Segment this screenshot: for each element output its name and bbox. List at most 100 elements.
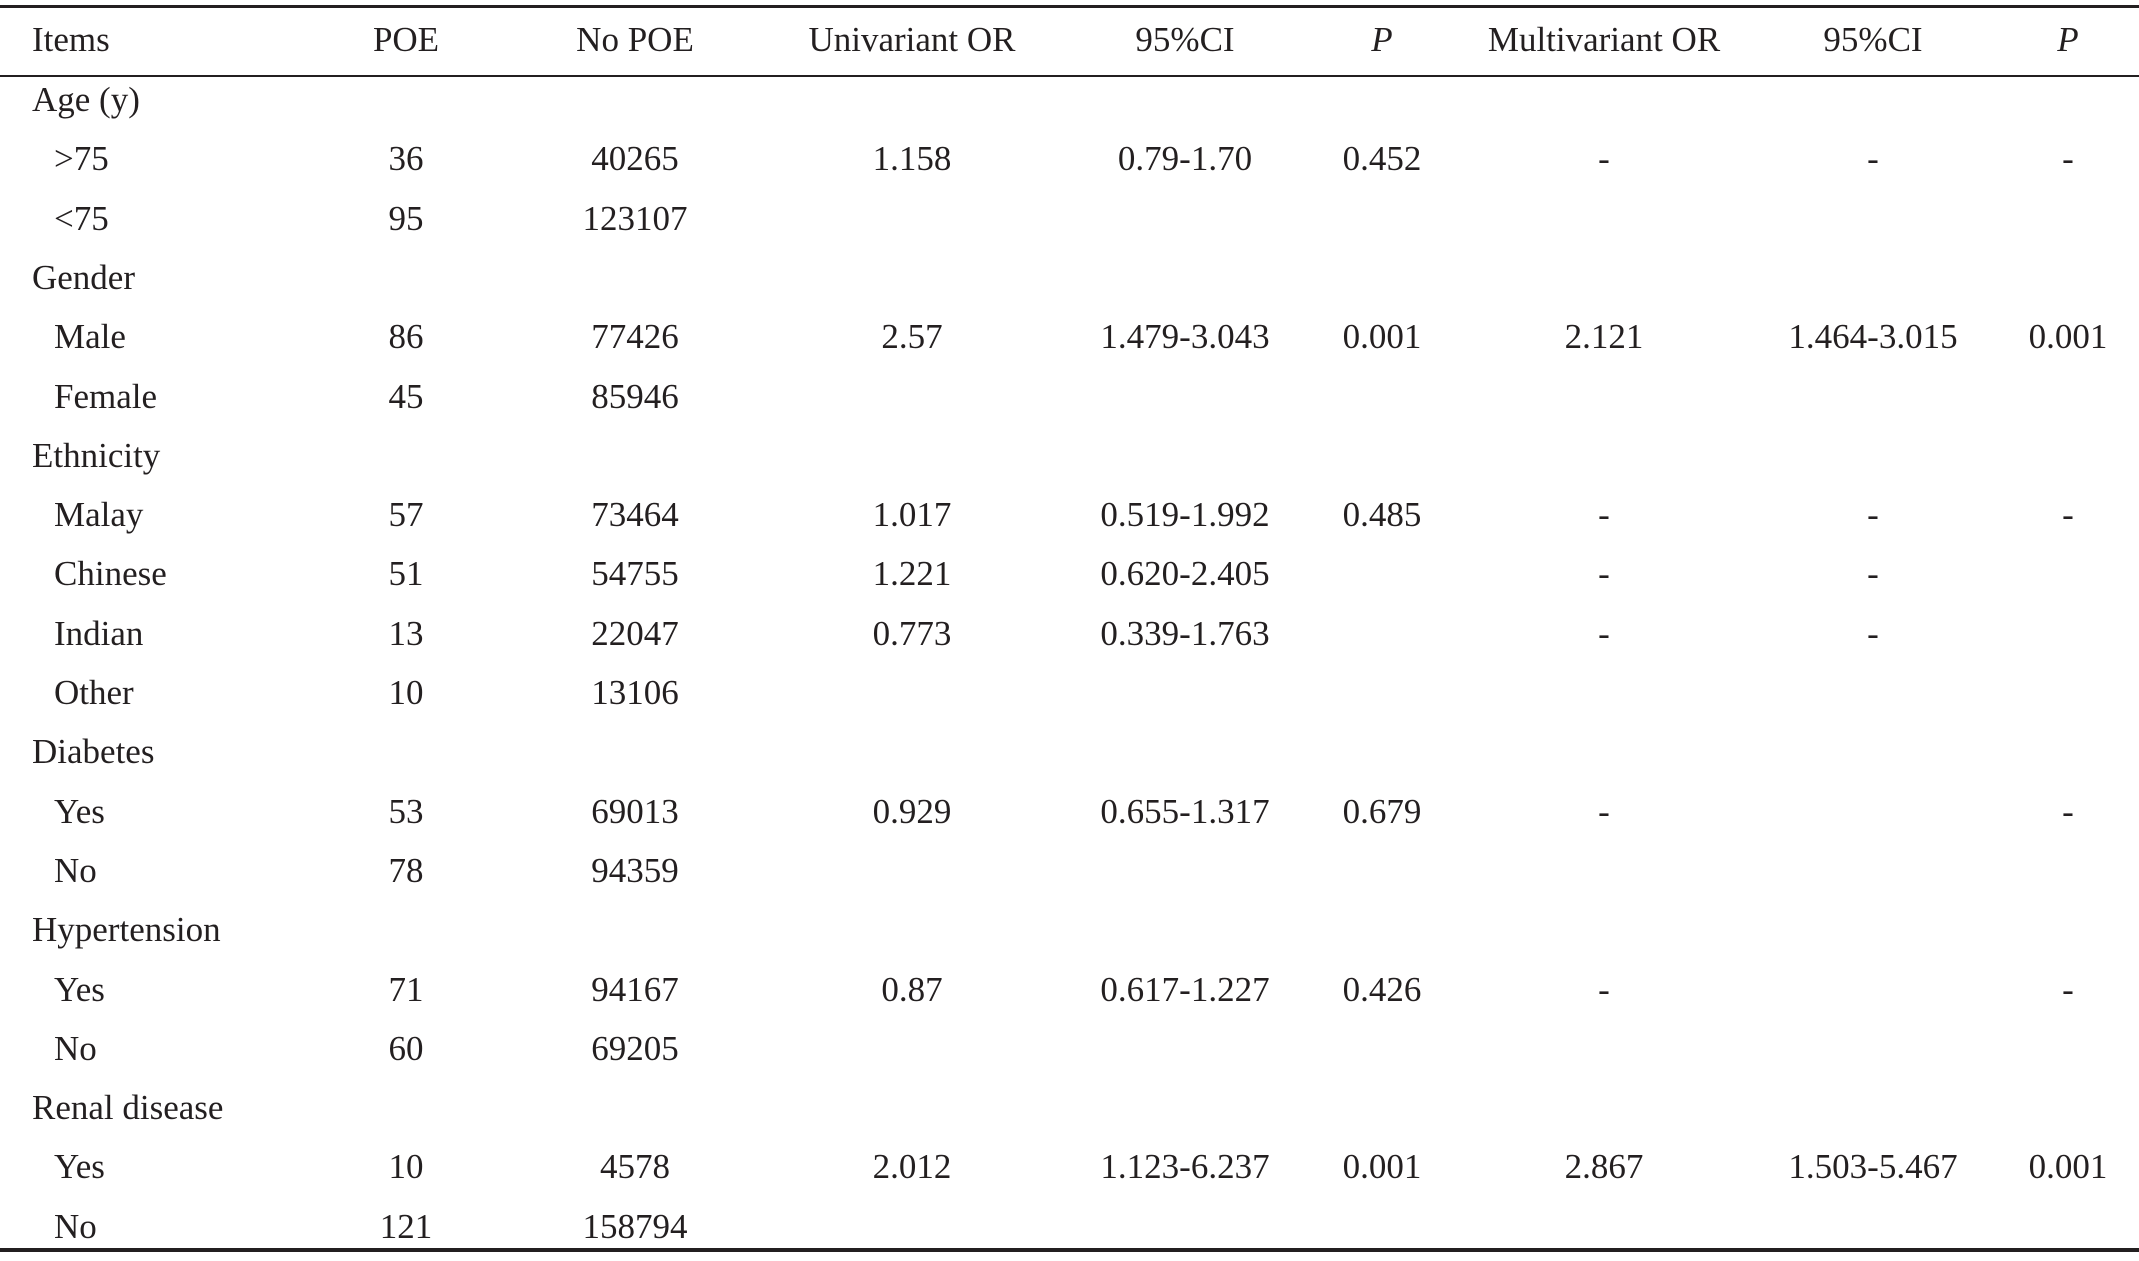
multivariant-or-cell: 2.121 [1564,317,1644,357]
poe-cell: 71 [388,969,424,1009]
header-univariant-or: Univariant OR [808,20,1016,59]
header-multivariant-ci: 95%CI [1823,20,1923,59]
poe-cell: 53 [388,791,424,831]
poe-cell: 57 [388,495,424,535]
multivariant-or-cell: - [1598,554,1610,594]
table-group-row: Gender [0,254,2139,302]
group-label: Age (y) [32,80,140,119]
header-no-poe: No POE [576,20,694,59]
table-group-row: Ethnicity [0,432,2139,480]
multivariant-ci-cell: 1.464-3.015 [1788,317,1958,357]
univariant-or-cell: 0.773 [872,613,952,653]
no-poe-cell: 77426 [591,317,679,357]
table-row: >75 36 40265 1.158 0.79-1.70 0.452 - - - [0,135,2139,183]
row-label: No [54,850,97,890]
table-group-row: Hypertension [0,906,2139,954]
table-group-row: Renal disease [0,1084,2139,1132]
univariant-ci-cell: 0.617-1.227 [1100,969,1270,1009]
univariant-or-cell: 0.87 [881,969,943,1009]
univariant-ci-cell: 0.339-1.763 [1100,613,1270,653]
table-row: Yes 71 94167 0.87 0.617-1.227 0.426 - - [0,966,2139,1014]
table-row: Chinese 51 54755 1.221 0.620-2.405 - - [0,550,2139,598]
no-poe-cell: 4578 [600,1147,670,1187]
header-univariant-p: P [1371,20,1393,59]
no-poe-cell: 158794 [582,1206,688,1246]
poe-cell: 86 [388,317,424,357]
row-label: Other [54,673,134,712]
no-poe-cell: 94167 [591,969,679,1009]
multivariant-or-cell: - [1598,791,1610,831]
group-label: Hypertension [32,910,221,950]
univariant-ci-cell: 0.620-2.405 [1100,554,1270,594]
multivariant-p-cell: 0.001 [2028,317,2108,357]
row-label: Chinese [54,554,167,594]
multivariant-ci-cell: - [1867,495,1879,535]
univariant-or-cell: 2.57 [881,317,943,357]
poe-cell: 95 [388,198,424,238]
header-multivariant-p: P [2057,20,2079,59]
no-poe-cell: 69205 [591,1028,679,1068]
univariant-or-cell: 1.221 [872,554,952,594]
table-group-row: Age (y) [0,76,2139,124]
multivariant-p-cell: - [2062,791,2074,831]
header-poe: POE [372,20,440,59]
row-label: Malay [54,495,144,535]
row-label: No [54,1028,97,1068]
table-row: Yes 53 69013 0.929 0.655-1.317 0.679 - - [0,788,2139,836]
poe-cell: 36 [388,139,424,179]
table-row: Male 86 77426 2.57 1.479-3.043 0.001 2.121 1.46… [0,313,2139,361]
table-group-row: Diabetes [0,728,2139,776]
multivariant-or-cell: - [1598,139,1610,179]
poe-cell: 121 [379,1206,433,1246]
table-header-rule [0,75,2139,77]
row-label: Yes [54,969,105,1009]
no-poe-cell: 40265 [591,139,679,179]
group-label: Gender [32,257,136,297]
table-top-rule [0,5,2139,8]
multivariant-or-cell: - [1598,495,1610,535]
no-poe-cell: 22047 [591,613,679,653]
univariant-p-cell: 0.485 [1342,495,1422,535]
table-row: Yes 10 4578 2.012 1.123-6.237 0.001 2.867 1.503… [0,1143,2139,1191]
multivariant-p-cell: - [2062,139,2074,179]
row-label: >75 [54,139,109,179]
header-items: Items [32,20,110,59]
univariant-p-cell: 0.452 [1342,139,1422,179]
poe-cell: 60 [388,1028,424,1068]
row-label: No [54,1206,97,1246]
multivariant-ci-cell: 1.503-5.467 [1788,1147,1958,1187]
univariant-p-cell: 0.426 [1342,969,1422,1009]
table-row: <75 95 123107 [0,195,2139,243]
table-row: No 60 69205 [0,1025,2139,1073]
univariant-or-cell: 0.929 [872,791,952,831]
row-label: Yes [54,791,105,831]
multivariant-p-cell: - [2062,495,2074,535]
table-row: No 121 158794 [0,1203,2139,1251]
no-poe-cell: 54755 [591,554,679,594]
multivariant-or-cell: - [1598,969,1610,1009]
row-label: Female [54,376,158,416]
univariant-p-cell: 0.001 [1342,1147,1422,1187]
univariant-p-cell: 0.679 [1342,791,1422,831]
group-label: Ethnicity [32,435,161,475]
no-poe-cell: 13106 [591,673,679,712]
table-bottom-rule [0,1248,2139,1252]
poe-cell: 10 [388,1147,424,1187]
row-label: <75 [54,198,109,238]
table-row: Other 10 13106 [0,669,2139,717]
row-label: Male [54,317,126,357]
table-row: Indian 13 22047 0.773 0.339-1.763 - - [0,610,2139,658]
poe-cell: 13 [388,613,424,653]
no-poe-cell: 73464 [591,495,679,535]
univariant-p-cell: 0.001 [1342,317,1422,357]
univariant-ci-cell: 0.79-1.70 [1117,139,1253,179]
header-multivariant-or: Multivariant OR [1487,20,1721,59]
univariant-ci-cell: 0.655-1.317 [1100,791,1270,831]
poe-cell: 78 [388,850,424,890]
header-univariant-ci: 95%CI [1135,20,1235,59]
table-row: Malay 57 73464 1.017 0.519-1.992 0.485 - - - [0,491,2139,539]
multivariant-or-cell: - [1598,613,1610,653]
no-poe-cell: 69013 [591,791,679,831]
table-row: No 78 94359 [0,847,2139,895]
no-poe-cell: 123107 [582,198,688,238]
